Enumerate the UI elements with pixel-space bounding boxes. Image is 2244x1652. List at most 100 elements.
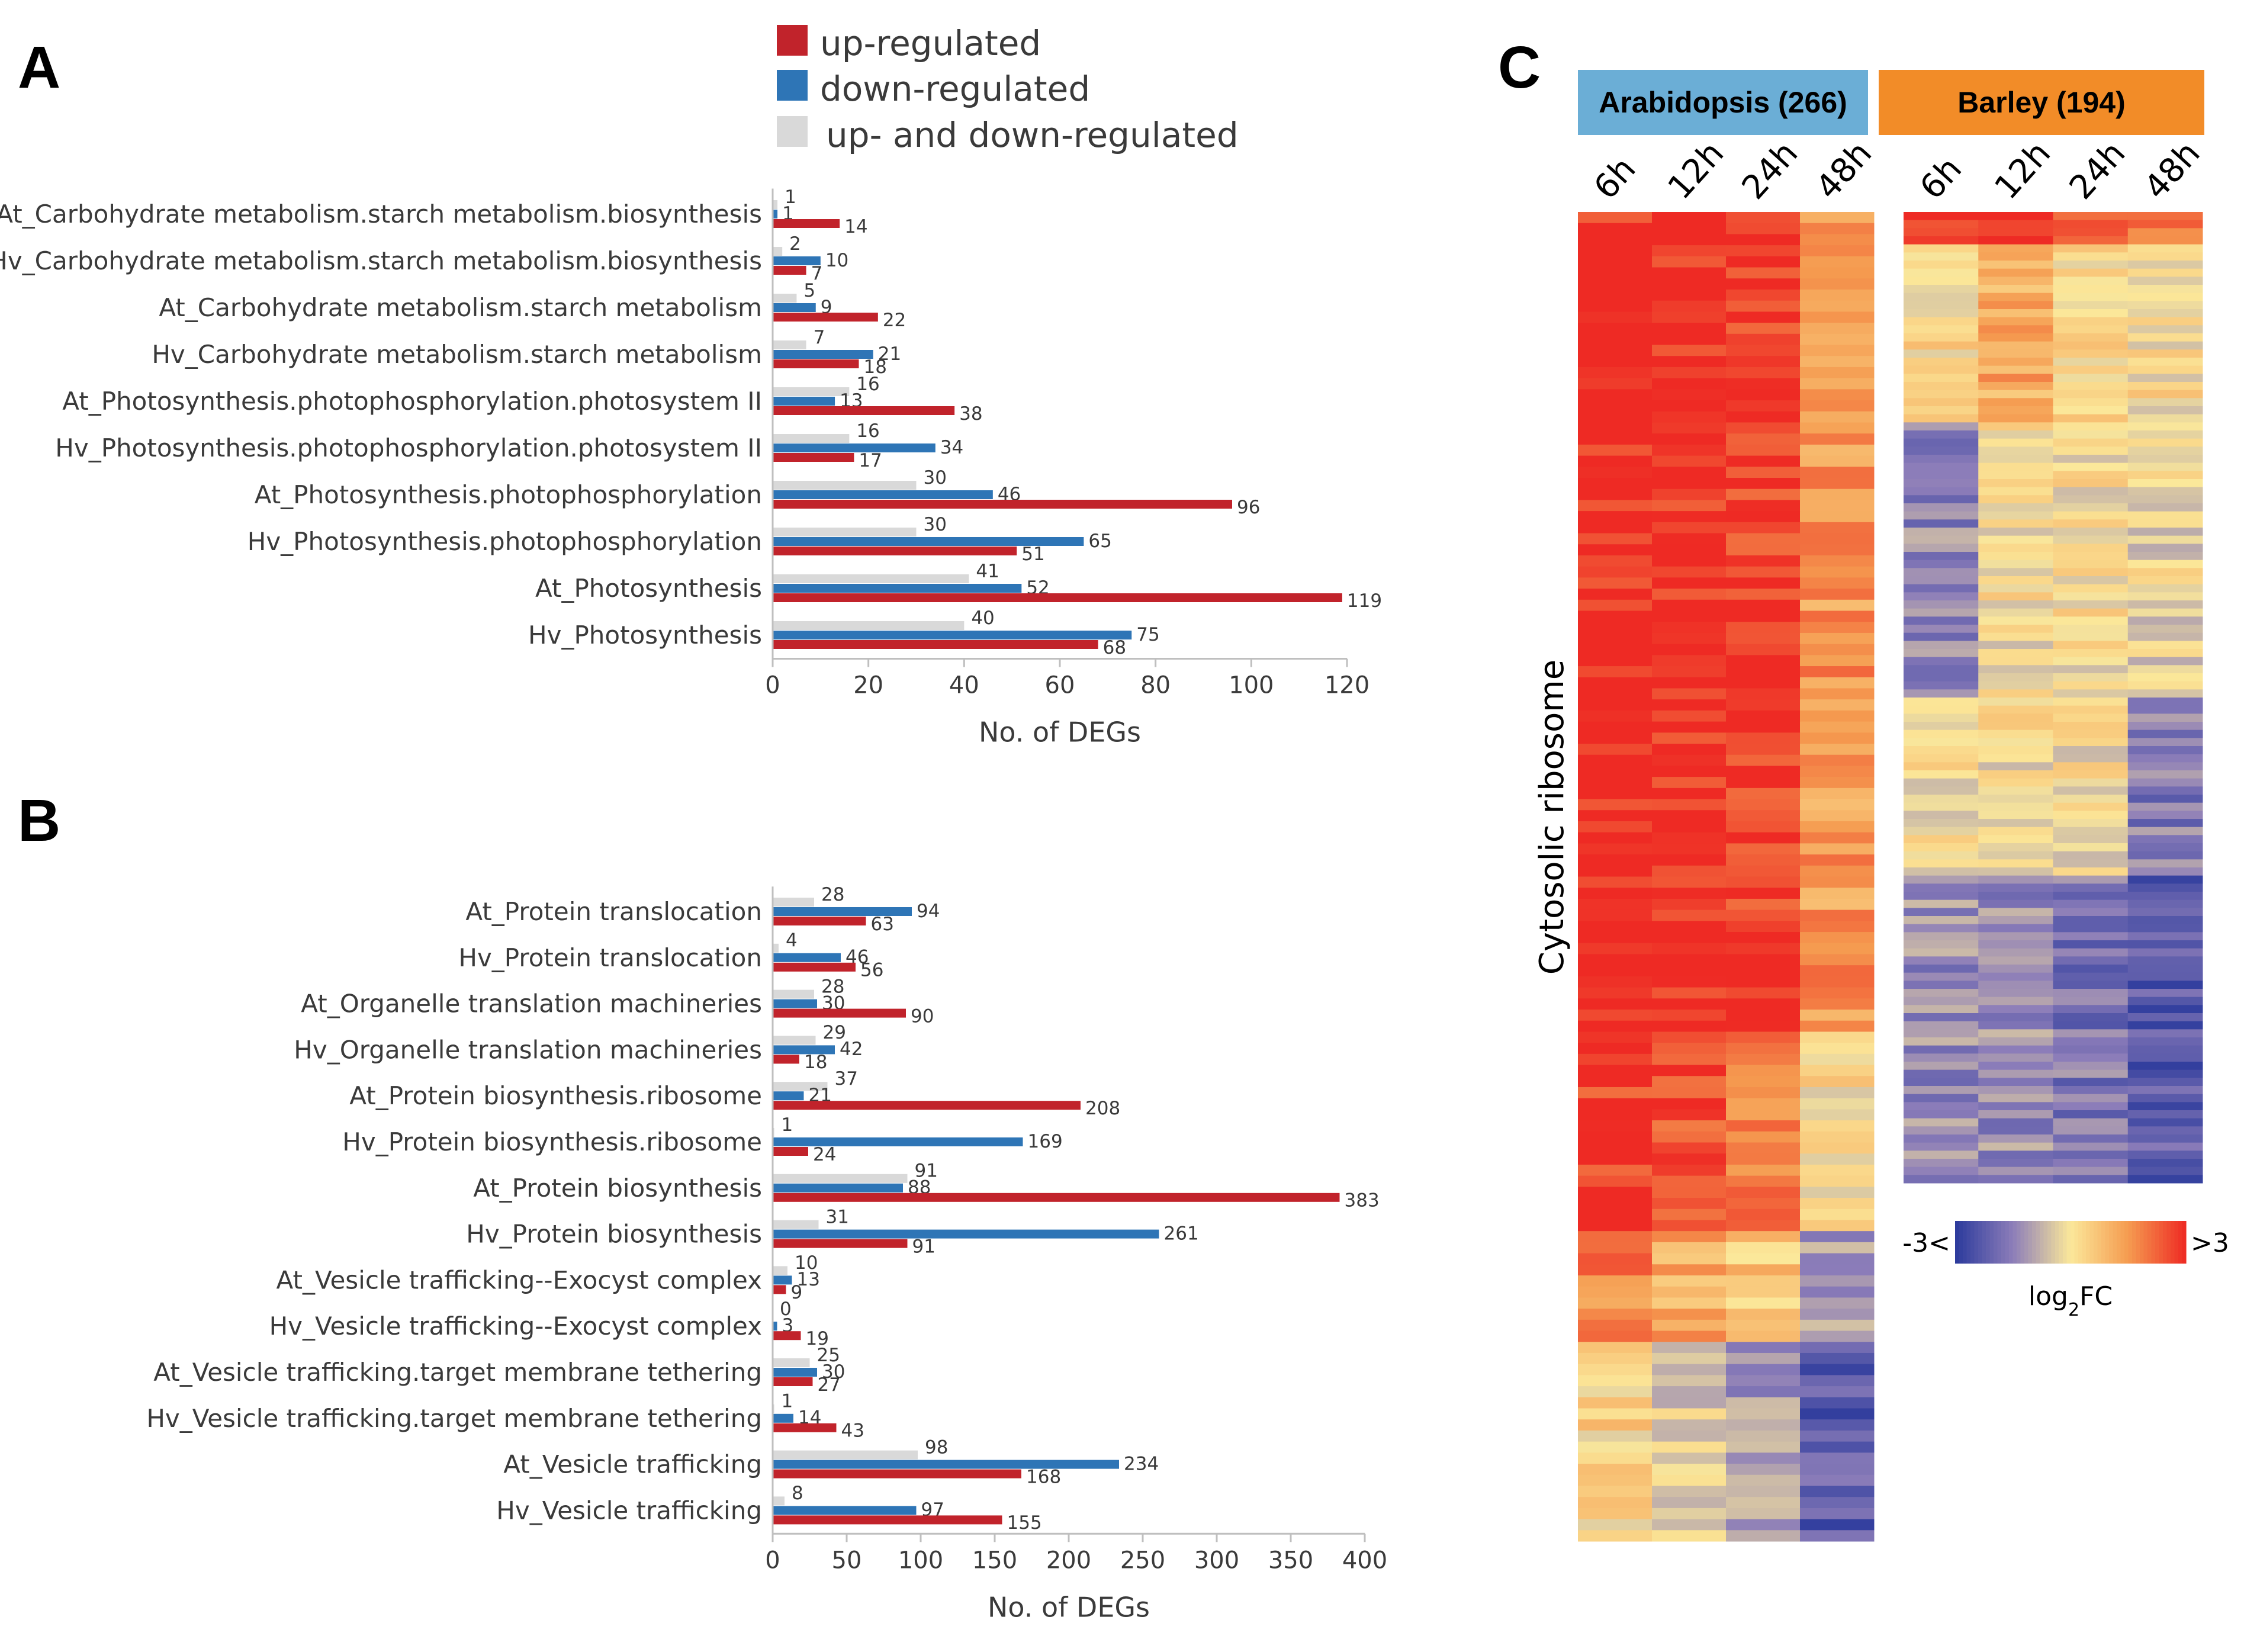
bar-up	[773, 1147, 808, 1156]
heatmap-cell	[2053, 455, 2129, 464]
heatmap-cell	[1800, 1131, 1875, 1143]
colorbar-segment	[2109, 1221, 2114, 1264]
heatmap-cell	[1726, 1253, 1801, 1265]
heatmap-cell	[1726, 1242, 1801, 1254]
heatmap-cell	[1978, 398, 2053, 407]
heatmap-cell	[1904, 722, 1979, 731]
heatmap-cell	[1652, 1386, 1727, 1398]
heatmap-cell	[2053, 608, 2129, 617]
heatmap-cell	[1726, 511, 1801, 523]
category-label: At_Carbohydrate metabolism.starch metabo…	[159, 293, 762, 322]
heatmap-cell	[1652, 1264, 1727, 1276]
heatmap-cell	[1978, 1078, 2053, 1087]
heatmap-cell	[1652, 1508, 1727, 1520]
bar-up	[773, 593, 1342, 602]
heatmap-cell	[2127, 1142, 2203, 1151]
heatmap-cell	[2127, 1094, 2203, 1103]
bar-up	[773, 359, 859, 368]
heatmap-cell	[1978, 729, 2053, 738]
heatmap-cell	[1652, 721, 1727, 733]
colorbar-segment	[2028, 1221, 2033, 1264]
heatmap-cell	[1904, 965, 1979, 973]
heatmap-block-title: Barley (194)	[1957, 86, 2126, 119]
heatmap-cell	[2053, 374, 2129, 383]
heatmap-cell	[1578, 987, 1653, 999]
heatmap-cell	[1578, 1187, 1653, 1198]
heatmap-cell	[1978, 293, 2053, 301]
heatmap-cell	[1800, 677, 1875, 689]
heatmap-cell	[1652, 488, 1727, 500]
heatmap-cell	[1978, 252, 2053, 261]
heatmap-cell	[2127, 641, 2203, 650]
bar-down	[773, 1460, 1119, 1469]
heatmap-cell	[1652, 455, 1727, 467]
heatmap-cell	[1578, 367, 1653, 379]
heatmap-cell	[2127, 819, 2203, 828]
bar-down	[773, 537, 1084, 546]
heatmap-cell	[1800, 1408, 1875, 1420]
heatmap-cell	[1800, 854, 1875, 866]
heatmap-cell	[1904, 252, 1979, 261]
bar-up	[773, 1515, 1002, 1525]
heatmap-cell	[1726, 954, 1801, 966]
x-tick-label: 200	[1046, 1547, 1091, 1574]
heatmap-cell	[1652, 1109, 1727, 1121]
heatmap-cell	[1578, 422, 1653, 434]
heatmap-column-label: 48h	[2137, 134, 2208, 207]
heatmap-cell	[2127, 689, 2203, 698]
heatmap-cell	[2127, 519, 2203, 528]
heatmap-cell	[2127, 1045, 2203, 1054]
heatmap-cell	[1578, 444, 1653, 457]
heatmap-cell	[2127, 746, 2203, 755]
heatmap-cell	[1800, 1031, 1875, 1043]
heatmap-cell	[1726, 544, 1801, 556]
bar-up	[773, 1008, 906, 1018]
heatmap-cell	[1726, 589, 1801, 600]
heatmap-cell	[1726, 1076, 1801, 1088]
heatmap-cell	[1578, 1464, 1653, 1476]
bar-both	[773, 294, 797, 303]
heatmap-column-label: 24h	[2062, 134, 2133, 207]
heatmap-cell	[1726, 710, 1801, 722]
value-label-down: 9	[821, 297, 832, 318]
value-label-both: 1	[785, 187, 796, 208]
heatmap-cell	[2127, 924, 2203, 933]
heatmap-cell	[1652, 788, 1727, 800]
heatmap-cell	[1978, 268, 2053, 277]
heatmap-cell	[1904, 1110, 1979, 1119]
heatmap-cell	[1652, 943, 1727, 954]
heatmap-cell	[1726, 1164, 1801, 1177]
heatmap-cell	[1726, 533, 1801, 545]
heatmap-cell	[1978, 1045, 2053, 1054]
heatmap-cell	[1978, 471, 2053, 480]
heatmap-cell	[2053, 333, 2129, 342]
heatmap-cell	[2053, 1062, 2129, 1071]
bar-up	[773, 917, 866, 925]
value-label-both: 16	[856, 420, 879, 442]
heatmap-cell	[1726, 1043, 1801, 1055]
heatmap-cell	[1904, 349, 1979, 358]
bar-both	[773, 481, 917, 490]
heatmap-cell	[2053, 1013, 2129, 1022]
heatmap-cell	[2053, 309, 2129, 318]
heatmap-cell	[1800, 333, 1875, 345]
heatmap-cell	[1904, 997, 1979, 1005]
colorbar-segment	[1970, 1221, 1975, 1264]
value-label-up: 208	[1085, 1098, 1120, 1119]
heatmap-cell	[1978, 1013, 2053, 1022]
heatmap-cell	[2127, 358, 2203, 367]
heatmap-cell	[1904, 762, 1979, 771]
heatmap-cell	[1978, 1102, 2053, 1111]
heatmap-cell	[1652, 1043, 1727, 1055]
heatmap-cell	[1652, 577, 1727, 589]
heatmap-cell	[1578, 1076, 1653, 1088]
heatmap-cell	[2053, 908, 2129, 917]
heatmap-cell	[1578, 1275, 1653, 1287]
heatmap-cell	[1652, 1464, 1727, 1476]
heatmap-cell	[1726, 1297, 1801, 1309]
heatmap-cell	[2053, 1126, 2129, 1135]
heatmap-cell	[1726, 1286, 1801, 1298]
heatmap-cell	[1904, 535, 1979, 544]
heatmap-cell	[2127, 1037, 2203, 1046]
